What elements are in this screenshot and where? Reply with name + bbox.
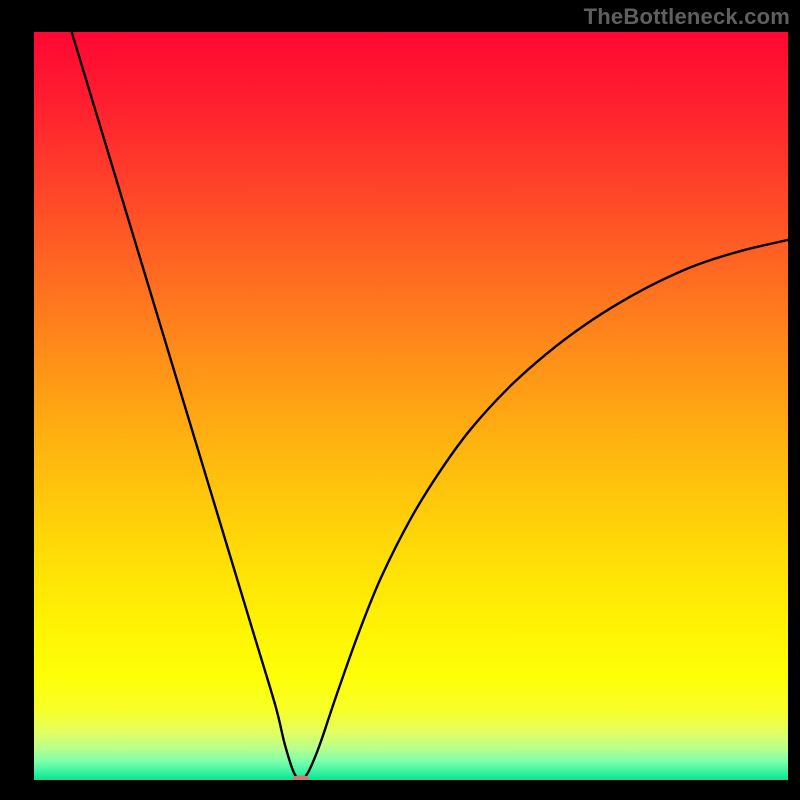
watermark-text: TheBottleneck.com [584, 4, 790, 30]
minimum-marker [293, 776, 310, 780]
gradient-background [34, 32, 788, 780]
chart-frame: TheBottleneck.com [0, 0, 800, 800]
plot-svg [34, 32, 788, 780]
plot-area [34, 32, 788, 780]
